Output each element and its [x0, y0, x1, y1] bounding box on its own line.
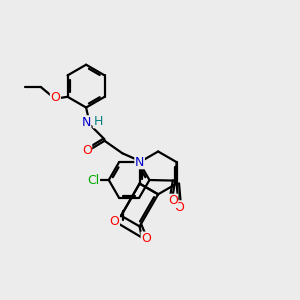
Text: O: O — [174, 201, 184, 214]
Text: O: O — [168, 194, 178, 207]
Text: O: O — [110, 215, 119, 228]
Text: O: O — [50, 91, 60, 103]
Text: Cl: Cl — [87, 173, 99, 187]
Text: H: H — [93, 115, 103, 128]
Text: N: N — [135, 156, 144, 169]
Text: O: O — [82, 144, 92, 157]
Text: O: O — [141, 232, 151, 245]
Text: N: N — [81, 116, 91, 129]
